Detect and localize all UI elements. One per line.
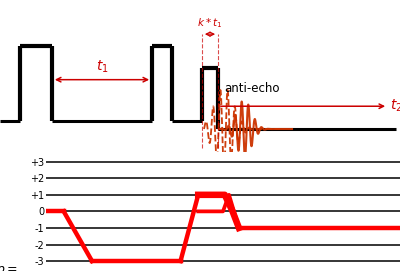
Text: anti-echo: anti-echo xyxy=(224,82,280,95)
Text: $p=$: $p=$ xyxy=(0,264,18,271)
Text: $k*t_1$: $k*t_1$ xyxy=(197,17,223,30)
Text: $t_1$: $t_1$ xyxy=(96,59,108,75)
Text: $t_2$: $t_2$ xyxy=(390,98,400,114)
